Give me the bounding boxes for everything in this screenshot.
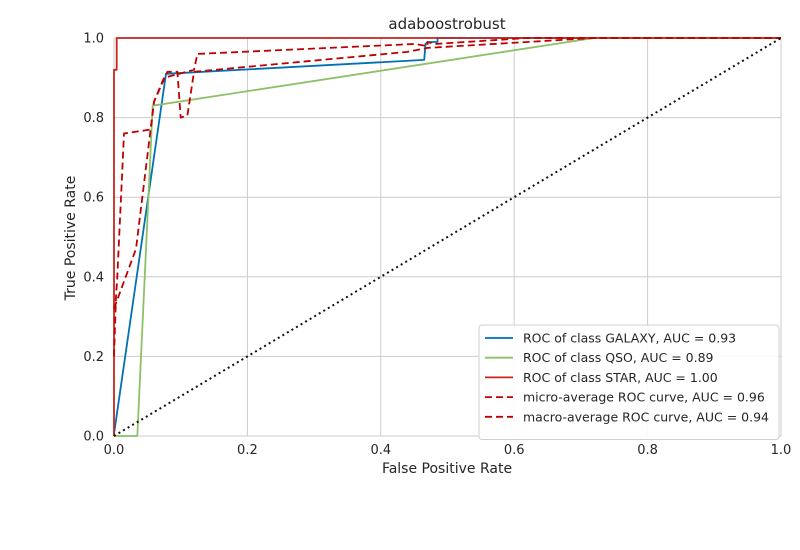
x-tick-label-0: 0.0 — [104, 443, 125, 458]
series-line-0 — [113, 37, 781, 436]
legend: ROC of class GALAXY, AUC = 0.93 ROC of cl… — [478, 324, 780, 440]
legend-label-1: ROC of class QSO, AUC = 0.89 — [523, 350, 714, 365]
y-tick-label-2: 0.4 — [83, 270, 104, 285]
series-line-2 — [113, 37, 781, 436]
chance-diagonal-line — [113, 37, 782, 437]
x-axis-label: False Positive Rate — [382, 461, 512, 477]
legend-label-3: micro-average ROC curve, AUC = 0.96 — [523, 390, 765, 405]
series-line-3 — [113, 37, 781, 357]
y-tick-label-4: 0.8 — [83, 111, 104, 126]
series-line-4 — [113, 37, 781, 309]
chart-title: adaboostrobust — [388, 15, 505, 33]
y-tick-label-5: 1.0 — [83, 32, 104, 47]
x-tick-label-5: 1.0 — [771, 443, 792, 458]
y-tick-label-3: 0.6 — [83, 191, 104, 206]
x-tick-label-1: 0.2 — [237, 443, 258, 458]
legend-box — [478, 324, 780, 440]
legend-label-4: macro-average ROC curve, AUC = 0.94 — [523, 409, 769, 424]
x-tick-label-3: 0.6 — [504, 443, 525, 458]
y-axis-label: True Positive Rate — [63, 176, 79, 302]
x-tick-label-2: 0.4 — [370, 443, 391, 458]
y-tick-label-1: 0.2 — [83, 350, 104, 365]
legend-label-2: ROC of class STAR, AUC = 1.00 — [523, 370, 718, 385]
x-tick-label-4: 0.8 — [637, 443, 658, 458]
legend-label-0: ROC of class GALAXY, AUC = 0.93 — [523, 331, 736, 346]
series-layer — [113, 37, 782, 437]
tick-labels: 0.0 0.2 0.4 0.6 0.8 1.0 0.0 0.2 0.4 0.6 0.8 1.0 — [83, 32, 791, 459]
y-tick-label-0: 0.0 — [83, 430, 104, 445]
